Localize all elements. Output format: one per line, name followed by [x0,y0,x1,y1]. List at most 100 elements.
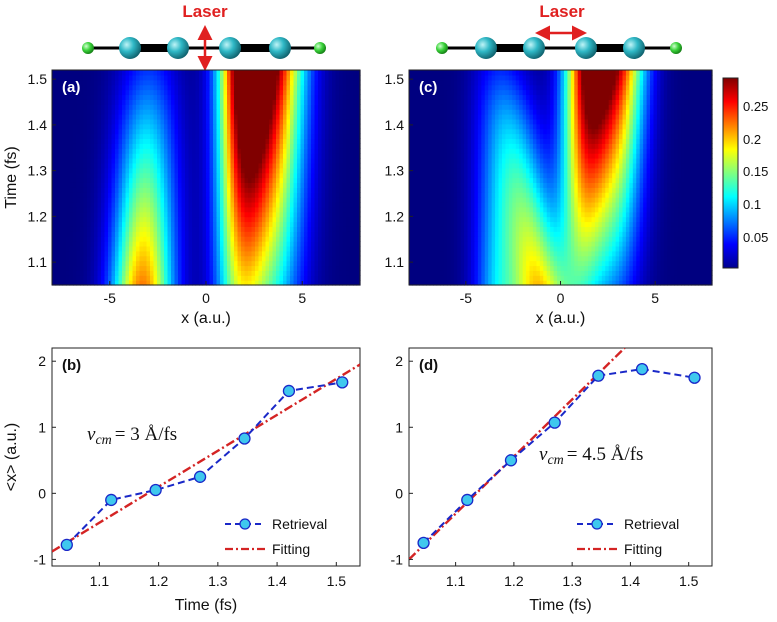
heatmap-cell [248,231,253,237]
heatmap-cell [332,192,337,198]
heatmap-cell [104,216,109,223]
heatmap-cell [94,94,99,100]
heatmap-cell [477,275,482,281]
heatmap-cell [283,162,288,169]
heatmap-cell [73,172,78,179]
heatmap-cell [192,104,197,110]
heatmap-cell [122,241,127,247]
heatmap-cell [269,128,274,135]
heatmap-cell [691,231,696,237]
heatmap-cell [279,123,284,130]
heatmap-cell [90,113,95,120]
heatmap-cell [101,118,106,125]
heatmap-cell [304,270,309,276]
heatmap-cell [532,250,537,257]
heatmap-cell [185,133,190,140]
heatmap-cell [335,162,340,169]
heatmap-cell [132,70,137,76]
heatmap-cell [325,109,330,115]
heatmap-cell [412,245,417,252]
heatmap-cell [195,260,200,267]
heatmap-cell [181,211,186,218]
heatmap-cell [227,245,232,252]
heatmap-cell [515,270,520,276]
heatmap-cell [656,231,661,237]
heatmap-cell [111,84,116,91]
heatmap-cell [55,118,60,125]
heatmap-cell [94,260,99,267]
heatmap-cell [143,162,148,169]
heatmap-cell [629,270,634,276]
heatmap-cell [129,70,134,76]
heatmap-cell [76,74,81,81]
heatmap-cell [663,255,668,262]
heatmap-cell [132,143,137,149]
heatmap-cell [353,94,358,100]
heatmap-cell [553,226,558,232]
heatmap-cell [160,206,165,213]
heatmap-cell [314,270,319,276]
heatmap-cell [567,241,572,247]
heatmap-cell [237,197,242,203]
heatmap-cell [171,250,176,257]
heatmap-cell [698,265,703,271]
heatmap-cell [241,123,246,130]
heatmap-cell [283,197,288,203]
heatmap-cell [80,216,85,223]
heatmap-cell [321,113,326,120]
heatmap-cell [146,113,151,120]
heatmap-cell [241,70,246,76]
heatmap-cell [632,275,637,281]
heatmap-cell [283,79,288,86]
heatmap-cell [139,94,144,100]
heatmap-cell [643,245,648,252]
heatmap-cell [160,260,165,267]
heatmap-cell [171,153,176,159]
heatmap-cell [202,245,207,252]
heatmap-cell [157,133,162,140]
heatmap-cell [412,231,417,237]
heatmap-cell [314,157,319,164]
heatmap-cell [90,226,95,232]
heatmap-cell [234,231,239,237]
heatmap-cell [460,265,465,271]
heatmap-cell [335,182,340,188]
heatmap-cell [150,255,155,262]
heatmap-cell [346,265,351,271]
heatmap-cell [297,206,302,213]
heatmap-cell [220,265,225,271]
heatmap-cell [111,177,116,183]
heatmap-cell [76,157,81,164]
heatmap-cell [101,94,106,100]
heatmap-cell [136,172,141,179]
heatmap-cell [52,211,57,218]
heatmap-cell [115,241,120,247]
heatmap-cell [464,275,469,281]
heatmap-cell [433,236,438,242]
heatmap-cell [76,236,81,242]
heatmap-cell [202,123,207,130]
heatmap-cell [325,153,330,159]
heatmap-cell [248,123,253,130]
heatmap-cell [605,241,610,247]
heatmap-cell [55,280,60,286]
y-tick-label: 1.5 [28,71,48,87]
heatmap-cell [94,236,99,242]
heatmap-cell [321,128,326,135]
heatmap-cell [220,167,225,174]
heatmap-cell [698,226,703,232]
heatmap-cell [643,270,648,276]
heatmap-cell [76,99,81,105]
heatmap-cell [353,231,358,237]
heatmap-cell [283,84,288,91]
heatmap-cell [55,201,60,208]
heatmap-cell [206,255,211,262]
heatmap-cell [519,260,524,267]
heatmap-cell [83,226,88,232]
heatmap-cell [97,153,102,159]
heatmap-cell [213,206,218,213]
heatmap-cell [601,226,606,232]
heatmap-cell [52,206,57,213]
heatmap-cell [526,241,531,247]
heatmap-cell [356,192,361,198]
